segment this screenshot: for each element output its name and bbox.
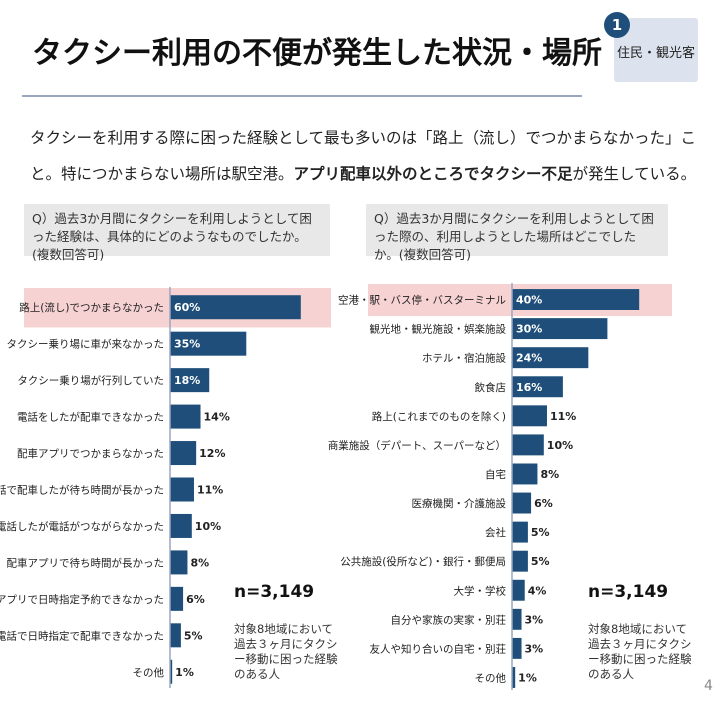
bar	[512, 318, 608, 340]
value-label: 11%	[550, 410, 576, 423]
question-box-experience: Q）過去3か月間にタクシーを利用しようとして困った経験は、具体的にどのようなもの…	[24, 204, 330, 262]
badge-label: 住民・観光客	[616, 46, 695, 61]
value-label: 5%	[531, 555, 550, 568]
value-label: 5%	[184, 629, 203, 642]
bar	[170, 331, 247, 356]
category-label: 医療機関・介護施設	[412, 497, 507, 510]
lead-text: タクシーを利用する際に困った経験として最も多いのは「路上（流し）でつかまらなかっ…	[30, 129, 697, 183]
category-label: 空港・駅・バス停・バスターミナル	[338, 294, 506, 307]
value-label: 60%	[174, 301, 200, 314]
bar	[512, 492, 532, 514]
value-label: 11%	[197, 484, 223, 497]
value-label: 24%	[516, 352, 542, 365]
value-label: 5%	[531, 526, 550, 539]
bar	[512, 347, 589, 369]
lead-text-end: が発生している。	[572, 165, 697, 183]
category-label: 大学・学校	[454, 584, 507, 597]
chart-location: 空港・駅・バス停・バスターミナル 40% 観光地・観光施設・娯楽施設 30% ホテル・宿…	[328, 283, 672, 690]
value-label: 1%	[518, 671, 537, 684]
category-label: 友人や知り合いの自宅・別荘	[370, 642, 507, 655]
value-label: 35%	[174, 338, 200, 351]
value-label: 18%	[174, 374, 200, 387]
sample-size-right: n=3,149	[588, 582, 669, 602]
bar	[170, 550, 188, 575]
category-label: 電話で日時指定で配車できなかった	[0, 629, 164, 642]
category-label: 飲食店	[475, 381, 507, 394]
value-label: 6%	[534, 497, 553, 510]
category-label: 配車アプリでつかまらなかった	[17, 447, 164, 460]
bar	[512, 666, 516, 688]
bar	[512, 521, 528, 543]
value-label: 8%	[540, 468, 559, 481]
value-label: 6%	[186, 593, 205, 606]
bar	[512, 434, 544, 456]
bar	[512, 608, 522, 630]
value-label: 10%	[547, 439, 573, 452]
category-label: 電話で配車したが待ち時間が長かった	[0, 484, 164, 497]
sample-note-right: 対象8地域において過去３ヶ月にタクシー移動に困った経験のある人	[588, 622, 692, 681]
bar	[512, 579, 525, 601]
bar	[512, 463, 538, 485]
value-label: 8%	[190, 556, 209, 569]
bar	[170, 295, 301, 320]
value-label: 1%	[175, 666, 194, 679]
sample-note-left: 対象8地域において過去３ヶ月にタクシー移動に困った経験のある人	[234, 622, 338, 681]
value-label: 40%	[516, 294, 542, 307]
badge-number: 1	[604, 12, 630, 38]
bar	[170, 586, 184, 611]
title-divider	[22, 95, 582, 97]
category-label: その他	[475, 671, 507, 684]
category-label: 電話をしたが配車できなかった	[17, 411, 164, 424]
question-box-location: Q）過去3か月間にタクシーを利用しようとして困った際の、利用しようとした場所はど…	[366, 204, 668, 262]
bar	[512, 637, 522, 659]
bar	[170, 623, 181, 648]
category-label: 配車アプリで日時指定予約できなかった	[0, 593, 164, 606]
category-label: タクシー乗り場が行列していた	[17, 374, 164, 387]
chart-experience: 路上(流し)でつかまらなかった 60% タクシー乗り場に車が来なかった 35% タクシー…	[0, 287, 331, 688]
value-label: 3%	[525, 613, 544, 626]
value-label: 12%	[199, 447, 225, 460]
category-label: 路上(これまでのものを除く)	[372, 410, 506, 423]
page-number: 4	[704, 678, 713, 694]
category-label: 電話したが電話がつながらなかった	[0, 520, 164, 533]
bar	[512, 405, 547, 427]
bar	[170, 477, 194, 502]
lead-paragraph: タクシーを利用する際に困った経験として最も多いのは「路上（流し）でつかまらなかっ…	[30, 120, 700, 192]
lead-emphasis: アプリ配車以外のところでタクシー不足	[293, 165, 573, 183]
bar	[512, 376, 563, 398]
bar	[170, 513, 192, 538]
value-label: 16%	[516, 381, 542, 394]
category-label: 公共施設(役所など)・銀行・郵便局	[340, 555, 506, 568]
category-label: 自宅	[485, 468, 506, 481]
bar	[170, 441, 197, 466]
value-label: 3%	[525, 642, 544, 655]
category-label: ホテル・宿泊施設	[422, 352, 506, 365]
bar	[512, 289, 640, 311]
value-label: 30%	[516, 323, 542, 336]
category-label: タクシー乗り場に車が来なかった	[7, 338, 165, 351]
bar	[170, 368, 210, 393]
bar	[512, 550, 528, 572]
value-label: 10%	[195, 520, 221, 533]
category-label: 商業施設（デパート、スーパーなど）	[328, 439, 506, 452]
category-label: 自分や家族の実家・別荘	[391, 613, 507, 626]
category-label: 路上(流し)でつかまらなかった	[19, 301, 164, 314]
sample-size-left: n=3,149	[234, 582, 315, 602]
page-title: タクシー利用の不便が発生した状況・場所	[32, 36, 602, 71]
category-label: 配車アプリで待ち時間が長かった	[7, 556, 165, 569]
category-label: その他	[133, 666, 165, 679]
bar	[170, 404, 201, 429]
bar	[170, 659, 173, 684]
value-label: 4%	[528, 584, 547, 597]
category-label: 会社	[485, 526, 506, 539]
category-label: 観光地・観光施設・娯楽施設	[370, 323, 507, 336]
value-label: 14%	[204, 411, 230, 424]
